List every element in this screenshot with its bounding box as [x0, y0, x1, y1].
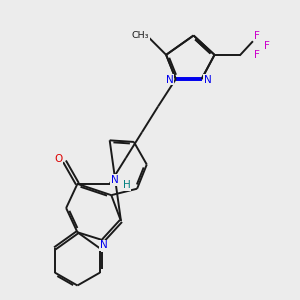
- Text: N: N: [203, 75, 211, 85]
- Text: F: F: [264, 41, 270, 51]
- Text: CH₃: CH₃: [132, 31, 149, 40]
- Text: F: F: [254, 31, 260, 41]
- Text: N: N: [111, 175, 119, 185]
- Text: N: N: [100, 241, 108, 250]
- Text: N: N: [166, 75, 174, 85]
- Text: F: F: [254, 50, 260, 61]
- Text: H: H: [123, 180, 130, 190]
- Text: O: O: [55, 154, 63, 164]
